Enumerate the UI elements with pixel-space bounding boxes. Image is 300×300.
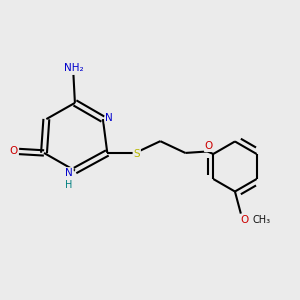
Text: H: H xyxy=(65,180,73,190)
Text: O: O xyxy=(240,215,248,225)
Text: N: N xyxy=(65,168,73,178)
Text: NH₂: NH₂ xyxy=(64,63,83,74)
Text: O: O xyxy=(10,146,18,157)
Text: CH₃: CH₃ xyxy=(253,215,271,225)
Text: N: N xyxy=(106,113,113,123)
Text: S: S xyxy=(134,149,140,159)
Text: O: O xyxy=(205,141,213,151)
